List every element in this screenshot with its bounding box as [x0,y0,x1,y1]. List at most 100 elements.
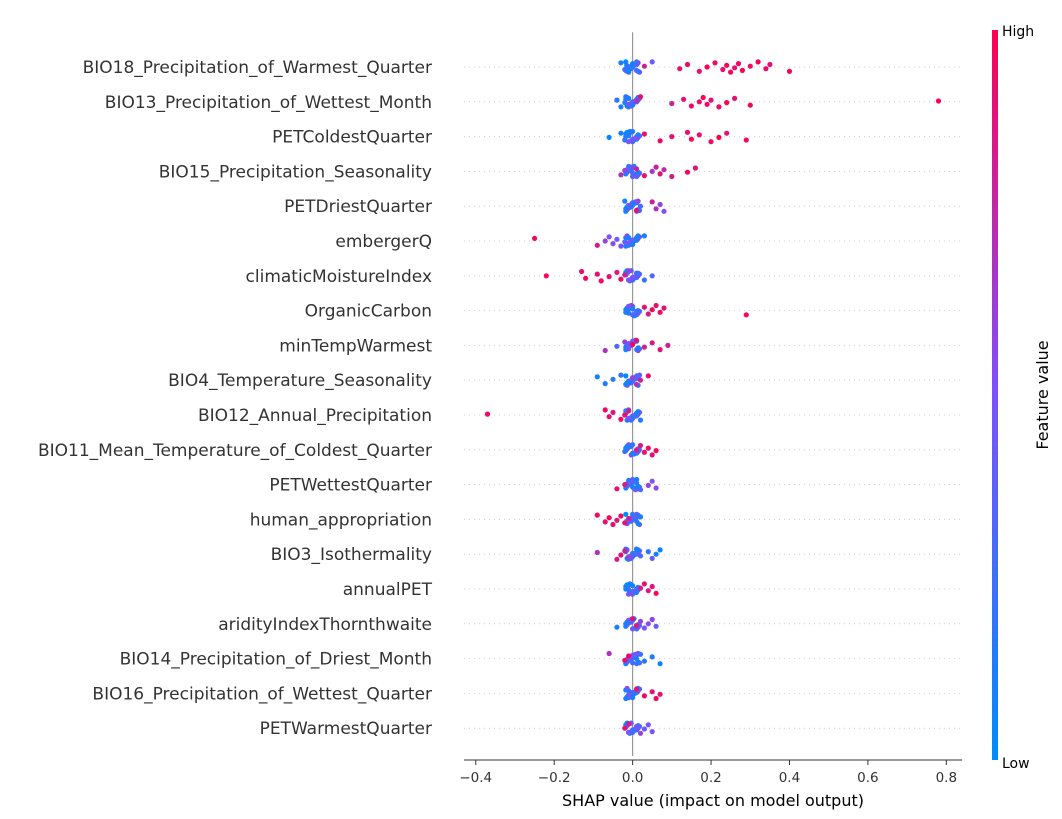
shap-point [618,172,624,178]
shap-point [626,346,632,352]
shap-point [637,377,644,383]
shap-point [708,139,714,145]
x-ticks: −0.4 −0.2 0.0 0.2 0.4 0.6 0.8 [459,760,957,786]
shap-point [633,337,640,343]
feature-label: BIO13_Precipitation_of_Wettest_Month [105,93,432,113]
shap-point [610,409,616,415]
shap-point [633,622,640,629]
shap-point [622,100,628,106]
shap-point [637,553,644,559]
shap-point [696,132,702,138]
shap-point [633,546,640,552]
shap-point [684,61,691,68]
shap-point [634,59,640,65]
x-tick-label: −0.4 [459,770,492,786]
shap-point [630,511,636,517]
x-tick-label: 0.4 [779,770,800,786]
colorbar-title: Feature value [1033,340,1052,449]
shap-point [624,582,630,588]
shap-point [633,656,640,662]
shap-point [637,730,644,736]
shap-point [649,729,655,735]
shap-point [622,339,628,345]
shap-point [625,277,632,283]
shap-point [623,373,629,379]
shap-point [653,164,659,170]
shap-point [594,374,600,380]
row-gridlines [464,66,962,729]
shap-point [649,616,655,623]
shap-point [630,695,636,701]
shap-point [625,692,632,698]
shap-point [641,304,648,310]
shap-point [618,552,624,558]
shap-point [626,620,632,626]
shap-point [665,342,671,348]
feature-label: BIO11_Mean_Temperature_of_Coldest_Quarte… [38,441,432,461]
shap-point [626,444,632,450]
feature-label: human_appropriation [250,510,432,530]
shap-point [716,134,722,140]
shap-point [633,447,640,453]
shap-point [637,651,644,657]
shap-point [630,484,636,490]
shap-point [763,66,769,72]
feature-label: BIO15_Precipitation_Seasonality [159,162,432,182]
shap-point [626,310,632,316]
shap-point [645,445,651,451]
shap-point [630,274,636,281]
feature-label: BIO16_Precipitation_of_Wettest_Quarter [92,684,432,704]
feature-label: BIO12_Annual_Precipitation [198,406,432,426]
shap-point [630,652,636,658]
shap-point [614,486,620,492]
shap-point [543,273,549,279]
shap-point [728,69,734,75]
x-axis: −0.4 −0.2 0.0 0.2 0.4 0.6 0.8 SHAP value (impa… [459,759,962,810]
shap-point [626,205,632,211]
shap-point [622,167,628,174]
shap-point [724,100,730,106]
shap-point [630,341,636,348]
shap-point [653,485,659,491]
shap-point [484,411,491,417]
feature-label: minTempWarmest [279,336,432,356]
shap-point [628,65,634,71]
shap-point [614,269,620,275]
shap-point [637,618,644,624]
shap-point [594,271,600,277]
shap-point [743,312,749,318]
shap-point [634,511,640,517]
shap-point [645,311,651,317]
shap-point [747,102,753,108]
shap-point [598,278,604,284]
shap-point [653,206,659,212]
shap-point [657,347,663,353]
shap-point [632,690,638,697]
shap-point [637,487,644,493]
shap-point [606,234,612,240]
shap-point [649,689,655,695]
shap-point [626,587,632,593]
shap-point [767,61,773,68]
shap-point [633,308,640,314]
shap-point [626,653,632,659]
shap-point [626,69,632,75]
shap-point [626,477,632,483]
feature-label: BIO14_Precipitation_of_Driest_Month [120,650,432,670]
x-tick-label: 0.6 [857,770,878,786]
shap-point [630,451,636,457]
shap-point [630,128,636,135]
shap-point [645,549,651,555]
shap-point [625,729,632,736]
shap-point [653,551,659,557]
shap-point [724,130,730,136]
shap-point [602,519,608,525]
shap-point [645,621,651,627]
shap-point [606,274,612,280]
shap-point [641,233,648,239]
shap-point [626,408,632,414]
shap-point [626,721,632,727]
shap-point [618,276,624,282]
shap-point [626,95,632,101]
